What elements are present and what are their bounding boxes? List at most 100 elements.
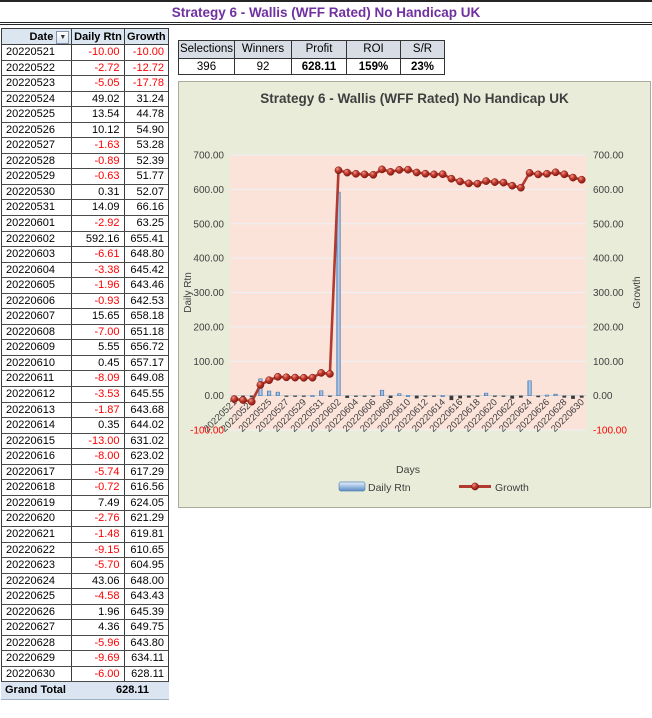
table-row[interactable]: 20220625 -4.58 643.43 [1, 589, 169, 605]
daily-rtn-cell[interactable]: -0.89 [71, 153, 123, 169]
growth-cell[interactable]: 619.81 [123, 526, 168, 542]
daily-rtn-cell[interactable]: 5.55 [71, 340, 123, 355]
table-row[interactable]: 20220614 0.35 644.02 [1, 418, 169, 434]
table-row[interactable]: 20220628 -5.96 643.80 [1, 635, 169, 652]
table-row[interactable]: 20220523 -5.05 -17.78 [1, 76, 169, 92]
table-row[interactable]: 20220620 -2.76 621.29 [1, 511, 169, 527]
daily-rtn-cell[interactable]: -6.00 [71, 666, 123, 682]
growth-cell[interactable]: 649.75 [123, 620, 168, 635]
date-cell[interactable]: 20220627 [6, 621, 55, 634]
date-cell[interactable]: 20220526 [6, 123, 55, 136]
growth-cell[interactable]: 623.02 [123, 449, 168, 464]
table-row[interactable]: 20220529 -0.63 51.77 [1, 169, 169, 185]
growth-cell[interactable]: 643.80 [123, 635, 168, 651]
growth-cell[interactable]: 643.46 [123, 278, 168, 293]
date-cell[interactable]: 20220521 [6, 46, 55, 58]
daily-rtn-cell[interactable]: -2.76 [71, 511, 123, 526]
date-cell[interactable]: 20220522 [6, 61, 55, 74]
daily-rtn-cell[interactable]: 1.96 [71, 604, 123, 620]
table-row[interactable]: 20220617 -5.74 617.29 [1, 464, 169, 481]
table-row[interactable]: 20220528 -0.89 52.39 [1, 153, 169, 170]
daily-rtn-cell[interactable]: -1.87 [71, 402, 123, 418]
date-cell[interactable]: 20220607 [6, 310, 55, 323]
daily-rtn-cell[interactable]: -1.63 [71, 138, 123, 153]
table-row[interactable]: 20220607 15.65 658.18 [1, 309, 169, 325]
date-cell[interactable]: 20220615 [6, 434, 55, 447]
date-cell[interactable]: 20220620 [6, 512, 55, 525]
daily-rtn-cell[interactable]: -1.96 [71, 278, 123, 293]
table-row[interactable]: 20220621 -1.48 619.81 [1, 526, 169, 543]
table-row[interactable]: 20220627 4.36 649.75 [1, 620, 169, 636]
daily-rtn-cell[interactable]: -5.05 [71, 76, 123, 91]
growth-cell[interactable]: 44.78 [123, 107, 168, 122]
date-cell[interactable]: 20220530 [6, 185, 55, 198]
growth-cell[interactable]: 642.53 [123, 293, 168, 309]
table-row[interactable]: 20220525 13.54 44.78 [1, 107, 169, 123]
date-cell[interactable]: 20220613 [6, 403, 55, 416]
table-row[interactable]: 20220522 -2.72 -12.72 [1, 60, 169, 77]
table-row[interactable]: 20220623 -5.70 604.95 [1, 558, 169, 574]
growth-cell[interactable]: 645.55 [123, 387, 168, 402]
growth-cell[interactable]: 624.05 [123, 495, 168, 511]
daily-rtn-cell[interactable]: -2.72 [71, 60, 123, 76]
date-cell[interactable]: 20220617 [6, 465, 55, 478]
date-cell[interactable]: 20220616 [6, 450, 55, 463]
date-cell[interactable]: 20220603 [6, 248, 55, 261]
growth-cell[interactable]: 628.11 [123, 666, 168, 682]
date-cell[interactable]: 20220609 [6, 341, 55, 354]
daily-rtn-cell[interactable]: 0.31 [71, 184, 123, 200]
daily-rtn-cell[interactable]: 0.45 [71, 355, 123, 371]
daily-rtn-cell[interactable]: -5.70 [71, 558, 123, 573]
date-cell[interactable]: 20220625 [6, 590, 55, 603]
daily-rtn-cell[interactable]: -5.96 [71, 635, 123, 651]
growth-cell[interactable]: 616.56 [123, 480, 168, 495]
growth-cell[interactable]: 52.39 [123, 153, 168, 169]
daily-rtn-cell[interactable]: -1.48 [71, 526, 123, 542]
growth-cell[interactable]: 604.95 [123, 558, 168, 573]
growth-cell[interactable]: 610.65 [123, 542, 168, 558]
daily-rtn-cell[interactable]: 14.09 [71, 200, 123, 216]
growth-cell[interactable]: 54.90 [123, 122, 168, 138]
daily-rtn-cell[interactable]: -10.00 [71, 45, 123, 60]
date-cell[interactable]: 20220606 [6, 294, 55, 307]
table-row[interactable]: 20220611 -8.09 649.08 [1, 371, 169, 388]
date-cell[interactable]: 20220524 [6, 92, 55, 105]
daily-rtn-cell[interactable]: -6.61 [71, 247, 123, 262]
daily-rtn-cell[interactable]: 15.65 [71, 309, 123, 324]
table-row[interactable]: 20220601 -2.92 63.25 [1, 216, 169, 232]
daily-rtn-cell[interactable]: 43.06 [71, 573, 123, 589]
table-row[interactable]: 20220608 -7.00 651.18 [1, 324, 169, 341]
table-row[interactable]: 20220616 -8.00 623.02 [1, 449, 169, 465]
growth-cell[interactable]: 658.18 [123, 309, 168, 324]
growth-cell[interactable]: -10.00 [123, 45, 168, 60]
table-row[interactable]: 20220612 -3.53 645.55 [1, 387, 169, 403]
daily-rtn-cell[interactable]: -8.00 [71, 449, 123, 464]
daily-rtn-cell[interactable]: -0.93 [71, 293, 123, 309]
daily-rtn-cell[interactable]: 0.35 [71, 418, 123, 433]
date-cell[interactable]: 20220612 [6, 388, 55, 401]
growth-cell[interactable]: 53.28 [123, 138, 168, 153]
growth-cell[interactable]: 621.29 [123, 511, 168, 526]
date-cell[interactable]: 20220621 [6, 527, 55, 540]
daily-rtn-cell[interactable]: 4.36 [71, 620, 123, 635]
growth-cell[interactable]: 649.08 [123, 371, 168, 387]
growth-cell[interactable]: 655.41 [123, 231, 168, 247]
table-row[interactable]: 20220619 7.49 624.05 [1, 495, 169, 512]
table-row[interactable]: 20220630 -6.00 628.11 [1, 666, 169, 683]
table-row[interactable]: 20220624 43.06 648.00 [1, 573, 169, 590]
daily-rtn-cell[interactable]: 10.12 [71, 122, 123, 138]
growth-cell[interactable]: 657.17 [123, 355, 168, 371]
date-cell[interactable]: 20220629 [6, 652, 55, 665]
date-cell[interactable]: 20220605 [6, 279, 55, 292]
growth-cell[interactable]: 63.25 [123, 216, 168, 231]
table-row[interactable]: 20220603 -6.61 648.80 [1, 247, 169, 263]
growth-cell[interactable]: 656.72 [123, 340, 168, 355]
table-row[interactable]: 20220626 1.96 645.39 [1, 604, 169, 621]
daily-rtn-cell[interactable]: -2.92 [71, 216, 123, 231]
date-cell[interactable]: 20220602 [6, 232, 55, 245]
table-row[interactable]: 20220524 49.02 31.24 [1, 91, 169, 108]
table-row[interactable]: 20220521 -10.00 -10.00 [1, 45, 169, 61]
date-cell[interactable]: 20220525 [6, 108, 55, 121]
growth-cell[interactable]: 51.77 [123, 169, 168, 184]
table-row[interactable]: 20220606 -0.93 642.53 [1, 293, 169, 310]
